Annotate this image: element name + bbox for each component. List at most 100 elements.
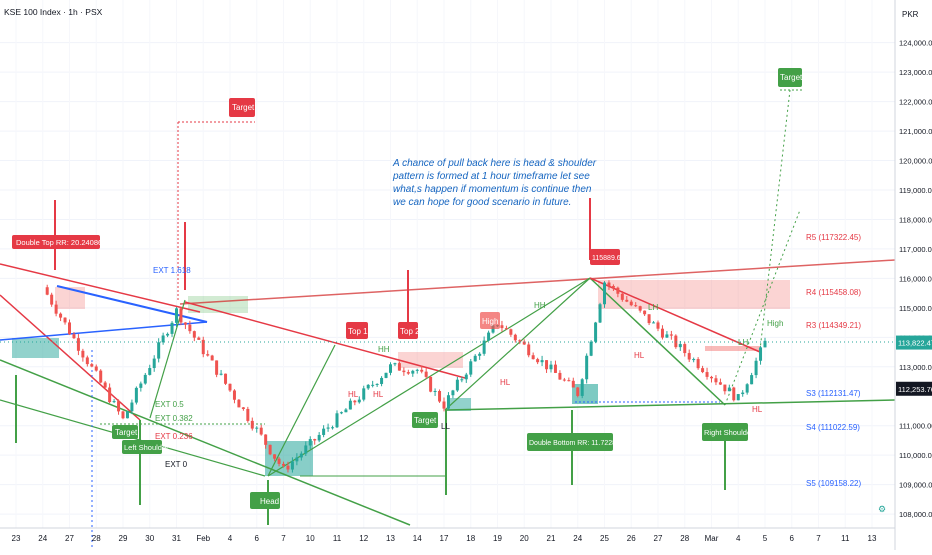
candle-body xyxy=(674,335,678,348)
candle-body xyxy=(527,344,531,356)
candle-body xyxy=(665,334,669,338)
price-axis[interactable]: 124,000.00 123,000.00 122,000.00 121,000.00… xyxy=(894,0,932,550)
candle-body xyxy=(384,372,388,378)
candle-body xyxy=(727,387,731,392)
y-tick-label: 115,000.00 xyxy=(899,304,932,313)
x-tick-label: 29 xyxy=(119,534,128,543)
x-tick-label: 7 xyxy=(816,534,821,543)
x-tick-label: 21 xyxy=(547,534,556,543)
candle-body xyxy=(357,399,361,403)
candle-body xyxy=(139,383,143,388)
candle-body xyxy=(90,364,94,367)
x-tick-label: 28 xyxy=(92,534,101,543)
x-tick-label: 6 xyxy=(790,534,795,543)
candle-body xyxy=(339,412,343,414)
candle-body xyxy=(308,439,312,446)
candle-body xyxy=(108,387,112,403)
candle-body xyxy=(237,399,241,408)
candle-body xyxy=(197,337,201,340)
candle-body xyxy=(513,334,517,341)
x-tick-label: 30 xyxy=(145,534,154,543)
candle-body xyxy=(152,358,156,369)
y-tick-label: 117,000.00 xyxy=(899,245,932,254)
y-tick-label: 118,000.00 xyxy=(899,215,932,224)
lh-label-2: LH xyxy=(738,338,748,347)
candle-body xyxy=(718,382,722,385)
candle-body xyxy=(375,383,379,385)
candle-body xyxy=(54,304,58,314)
target-mid-label: Target xyxy=(414,416,437,425)
hl-label-3: HL xyxy=(500,378,511,387)
target-left-label: Target xyxy=(115,428,138,437)
candle-body xyxy=(750,375,754,385)
x-tick-label: Mar xyxy=(705,534,719,543)
x-tick-label: 10 xyxy=(306,534,315,543)
candle-body xyxy=(317,434,321,441)
y-tick-label: 124,000.00 xyxy=(899,39,932,48)
candle-body xyxy=(255,427,259,429)
price-badges: 113,822.47 112,253.76 xyxy=(896,335,932,396)
x-tick-label: 12 xyxy=(359,534,368,543)
x-tick-label: 17 xyxy=(440,534,449,543)
x-tick-label: 11 xyxy=(841,534,850,543)
candle-body xyxy=(188,324,192,332)
candle-body xyxy=(94,366,98,371)
candle-body xyxy=(228,383,232,391)
candle-body xyxy=(669,334,673,336)
candle-body xyxy=(411,370,415,374)
candle-body xyxy=(179,308,183,323)
candle-body xyxy=(366,384,370,389)
candle-body xyxy=(166,333,170,336)
candle-body xyxy=(714,378,718,383)
candle-body xyxy=(518,340,522,342)
ext-1618-label: EXT 1.618 xyxy=(153,266,191,275)
candle-body xyxy=(112,401,116,403)
grid xyxy=(0,42,895,515)
x-tick-label: 25 xyxy=(600,534,609,543)
x-tick-label: 13 xyxy=(386,534,395,543)
candle-body xyxy=(259,427,263,435)
candle-body xyxy=(598,304,602,323)
candle-body xyxy=(406,372,410,374)
candle-body xyxy=(759,347,763,361)
sell-zone-shoulder xyxy=(705,346,760,351)
candle-body xyxy=(290,461,294,470)
ext-05-label: EXT 0.5 xyxy=(155,400,184,409)
y-tick-label: 122,000.00 xyxy=(899,98,932,107)
x-tick-label: 26 xyxy=(627,534,636,543)
note-line-1: A chance of pull back here is head & sho… xyxy=(392,158,597,169)
candle-body xyxy=(344,409,348,413)
lh-label-1: LH xyxy=(648,303,658,312)
hh-label-2: HH xyxy=(534,301,546,310)
candle-body xyxy=(692,359,696,361)
candle-body xyxy=(121,411,125,419)
candle-body xyxy=(446,395,450,409)
price-badge-label: 112,253.76 xyxy=(898,385,932,394)
hl-label-4: HL xyxy=(634,351,645,360)
candle-body xyxy=(469,361,473,375)
candle-body xyxy=(117,401,121,412)
settings-icon[interactable]: ⚙ xyxy=(878,504,886,514)
candles xyxy=(45,280,767,473)
high-text: High xyxy=(767,319,783,328)
top2-label: Top 2 xyxy=(400,327,420,336)
right-shoulder-label: Right Shoulder xyxy=(704,428,754,437)
candle-body xyxy=(389,364,392,373)
candle-body xyxy=(531,355,535,360)
candle-body xyxy=(545,360,549,370)
candle-body xyxy=(45,287,49,295)
candle-body xyxy=(304,445,308,454)
pivot-s5: S5 (109158.22) xyxy=(806,479,861,488)
candle-body xyxy=(415,369,419,371)
candle-body xyxy=(72,334,76,339)
candle-body xyxy=(192,331,196,338)
candle-body xyxy=(183,322,187,325)
target-top-label: Target xyxy=(232,103,255,112)
x-tick-label: 19 xyxy=(493,534,502,543)
candle-body xyxy=(460,379,464,381)
y-tick-label: 111,000.00 xyxy=(899,422,932,431)
time-axis[interactable]: 23 24 27 28 29 30 31 Feb 4 6 7 10 11 12 13 14 17 18 19 20 21… xyxy=(0,527,895,543)
candle-body xyxy=(76,338,80,351)
note-line-4: we can hope for good scenario in future. xyxy=(393,197,571,208)
